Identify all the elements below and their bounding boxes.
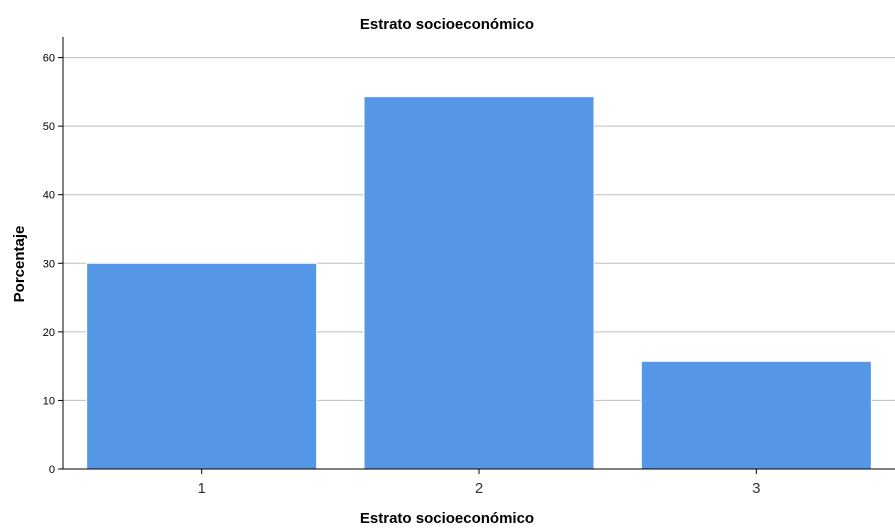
bars: [86, 96, 872, 470]
x-tick-label: 3: [752, 480, 760, 497]
x-tick-label: 2: [475, 480, 483, 497]
bar-3: [640, 360, 872, 470]
x-ticks: 1 2 3: [197, 469, 761, 497]
y-tick-label: 30: [43, 258, 55, 270]
y-axis-label: Porcentaje: [11, 226, 28, 303]
bar-1: [86, 262, 318, 470]
y-tick-label: 20: [43, 327, 55, 339]
y-tick-label: 10: [43, 395, 55, 407]
bar-2: [363, 96, 595, 470]
y-tick-label: 0: [49, 464, 55, 476]
x-tick-label: 1: [197, 480, 205, 497]
y-tick-label: 60: [43, 53, 55, 65]
y-tick-label: 40: [43, 190, 55, 202]
x-axis-label: Estrato socioeconómico: [360, 510, 534, 527]
y-ticks: 0 10 20 30 40 50 60: [43, 53, 63, 476]
chart-title: Estrato socioeconómico: [360, 16, 534, 33]
y-tick-label: 50: [43, 121, 55, 133]
